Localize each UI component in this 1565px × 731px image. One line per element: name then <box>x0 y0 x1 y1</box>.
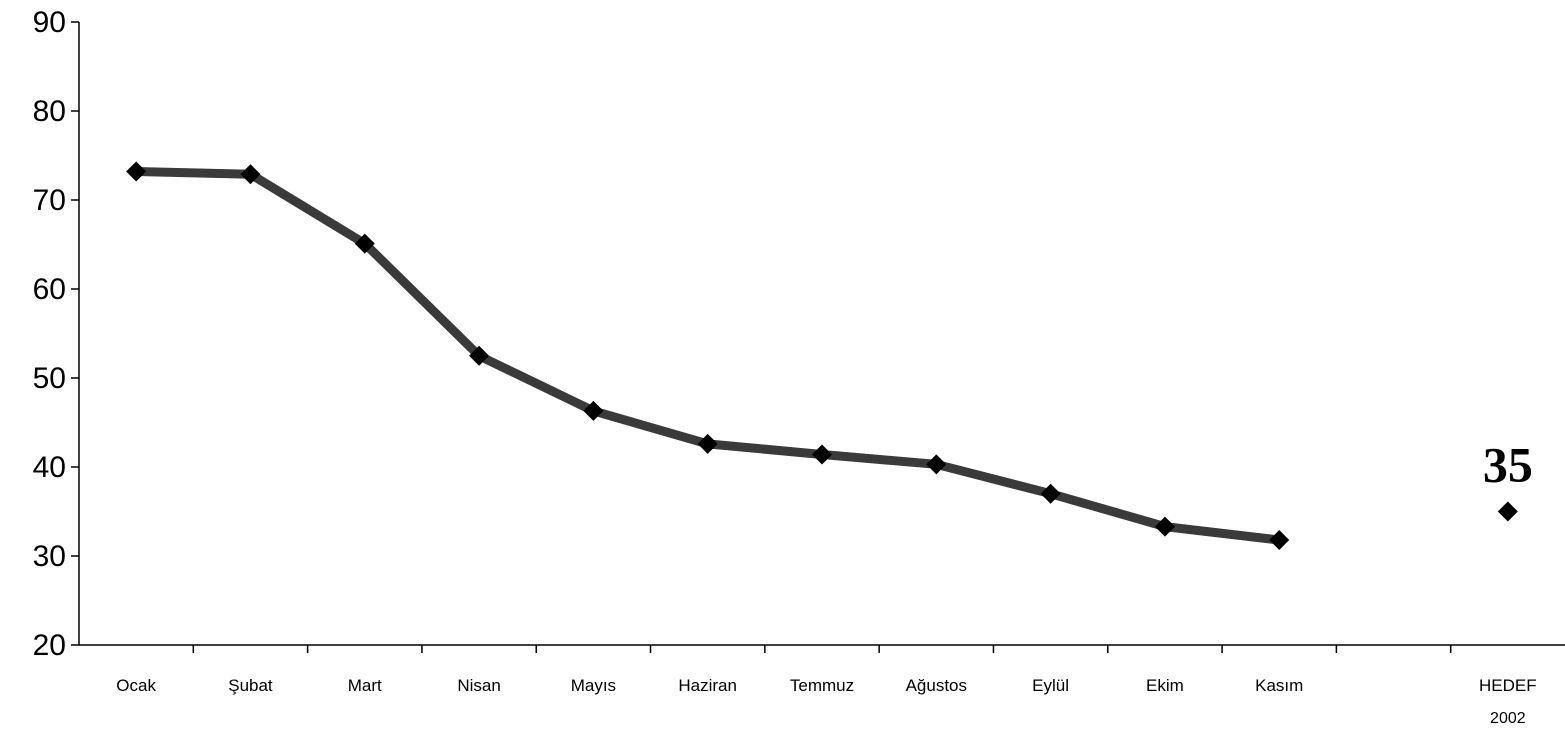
x-tick-label: Haziran <box>678 676 737 695</box>
x-tick-label: Şubat <box>228 676 273 695</box>
y-tick-label: 50 <box>33 362 66 395</box>
y-tick-label: 20 <box>33 629 66 662</box>
data-point <box>812 444 832 465</box>
data-point <box>1269 529 1290 550</box>
data-point <box>126 161 147 182</box>
data-point <box>697 433 718 454</box>
x-tick-labels: Ocak Şubat Mart Nisan Mayıs Haziran Temmuz Ağus… <box>116 676 1536 727</box>
x-tick-label: Ocak <box>116 676 156 695</box>
y-tick-label: 60 <box>33 273 66 306</box>
series-line <box>131 167 1284 545</box>
y-tick-label: 30 <box>33 540 66 573</box>
x-tick-label: Temmuz <box>790 676 854 695</box>
data-markers <box>126 161 1290 550</box>
x-tick-label: Eylül <box>1032 676 1069 695</box>
x-tick-label: Mayıs <box>571 676 616 695</box>
target-value-label: 35 <box>1483 437 1533 493</box>
y-tick-label: 90 <box>33 6 66 39</box>
series-line-group <box>131 167 1284 545</box>
y-tick-label: 70 <box>33 184 66 217</box>
y-tick-label: 40 <box>33 451 66 484</box>
x-tick-sublabel: 2002 <box>1490 710 1526 727</box>
x-tick-label: HEDEF <box>1479 676 1537 695</box>
target-group: 35 <box>1483 437 1533 522</box>
x-tick-label: Ekim <box>1146 676 1184 695</box>
data-point <box>583 400 604 421</box>
x-tick-label: Nisan <box>457 676 500 695</box>
data-point <box>240 164 261 185</box>
data-point <box>469 345 490 366</box>
data-point <box>1040 483 1061 504</box>
x-tick-label: Kasım <box>1255 676 1303 695</box>
chart-axes <box>71 21 1565 653</box>
y-tick-labels: 90 80 70 60 50 40 30 20 <box>33 6 66 662</box>
data-point <box>1154 516 1175 537</box>
x-tick-label: Mart <box>348 676 382 695</box>
data-point <box>354 233 375 254</box>
target-point <box>1497 501 1518 522</box>
x-tick-label: Ağustos <box>906 676 967 695</box>
y-tick-label: 80 <box>33 95 66 128</box>
data-point <box>926 454 947 475</box>
